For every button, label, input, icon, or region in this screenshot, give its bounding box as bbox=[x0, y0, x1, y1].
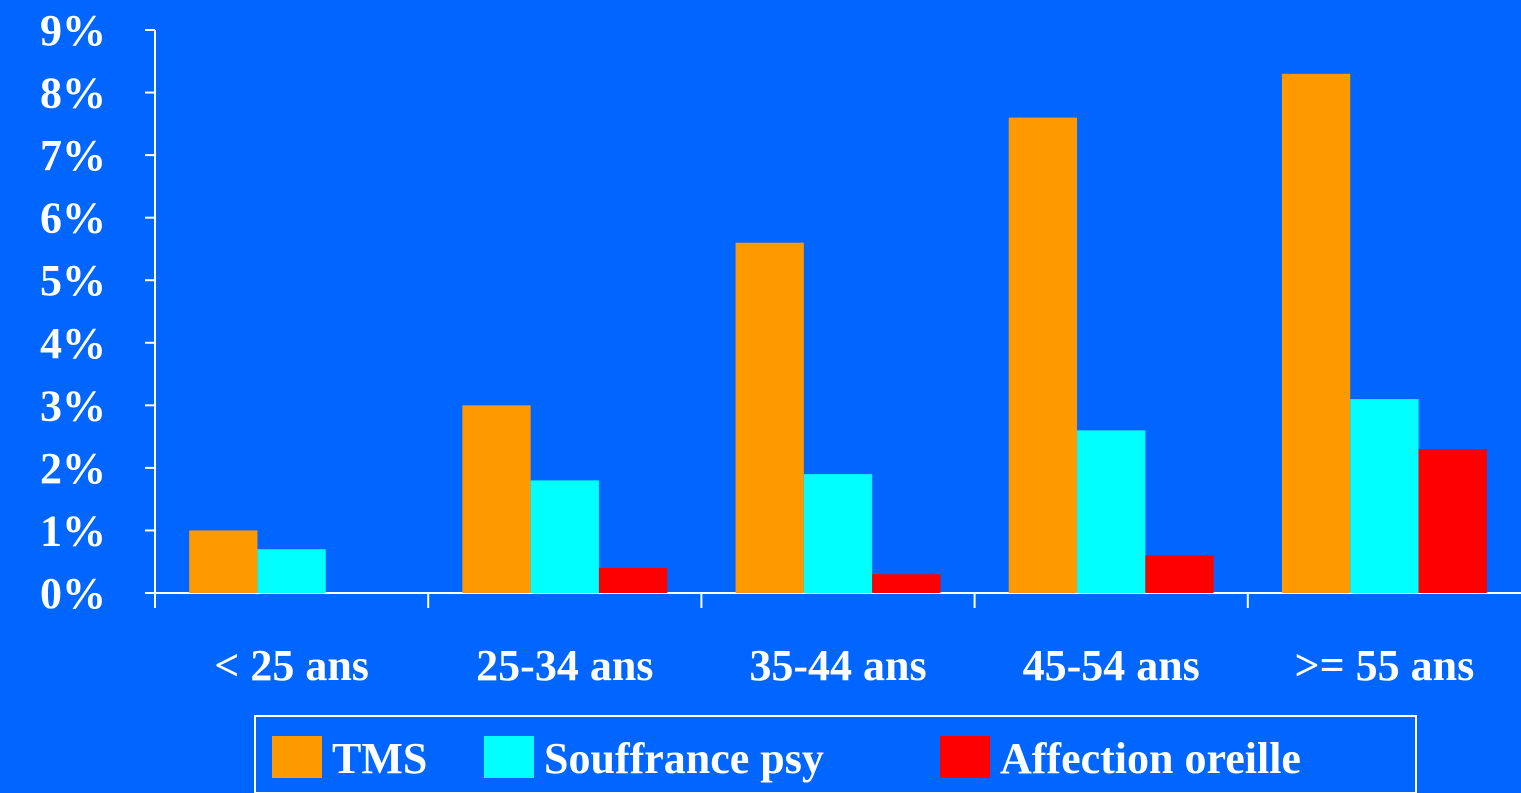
y-tick-label: 1% bbox=[40, 506, 106, 555]
bar-tms bbox=[462, 405, 531, 593]
y-tick-label: 4% bbox=[40, 319, 106, 368]
legend-label: Affection oreille bbox=[1000, 734, 1301, 783]
y-tick-label: 0% bbox=[40, 569, 106, 618]
x-tick-label: >= 55 ans bbox=[1295, 641, 1475, 690]
x-tick-label: < 25 ans bbox=[214, 641, 369, 690]
y-axis: 0% 1% 2% 3% 4% 5% 6% 7% 8% 9% bbox=[40, 6, 156, 618]
y-tick-label: 9% bbox=[40, 6, 106, 55]
bar-tms bbox=[1281, 73, 1351, 594]
legend-swatch bbox=[272, 736, 322, 778]
bar-affection-oreille bbox=[872, 574, 941, 593]
bar-tms bbox=[189, 530, 258, 593]
bar-souffrance-psy bbox=[1350, 399, 1419, 593]
bar-affection-oreille bbox=[1145, 555, 1214, 593]
legend: TMS Souffrance psy Affection oreille bbox=[254, 715, 1417, 793]
y-tick-label: 5% bbox=[40, 256, 106, 305]
x-tick-label: 45-54 ans bbox=[1023, 641, 1200, 690]
legend-label: Souffrance psy bbox=[544, 734, 824, 783]
bar-souffrance-psy bbox=[530, 480, 599, 593]
bar-affection-oreille bbox=[1418, 449, 1487, 593]
x-tick-label: 25-34 ans bbox=[476, 641, 653, 690]
y-tick-label: 8% bbox=[40, 69, 106, 118]
bar-tms bbox=[1008, 117, 1078, 594]
x-tick-label: 35-44 ans bbox=[749, 641, 926, 690]
bar-souffrance-psy bbox=[257, 549, 326, 593]
bars bbox=[189, 73, 1487, 594]
y-tick-label: 3% bbox=[40, 381, 106, 430]
legend-swatch bbox=[484, 736, 534, 778]
bar-tms bbox=[735, 242, 804, 593]
legend-label: TMS bbox=[332, 734, 427, 783]
x-axis: < 25 ans 25-34 ans 35-44 ans 45-54 ans >= 55… bbox=[154, 592, 1521, 690]
bar-souffrance-psy bbox=[1077, 430, 1146, 593]
legend-items: TMS Souffrance psy Affection oreille bbox=[272, 734, 1301, 783]
x-labels: < 25 ans 25-34 ans 35-44 ans 45-54 ans >= 55… bbox=[214, 641, 1474, 690]
y-tick-label: 2% bbox=[40, 444, 106, 493]
x-ticks bbox=[154, 593, 1249, 608]
bar-souffrance-psy bbox=[803, 474, 873, 593]
y-ticks: 0% 1% 2% 3% 4% 5% 6% 7% 8% 9% bbox=[40, 6, 155, 618]
legend-swatch bbox=[940, 736, 990, 778]
y-tick-label: 6% bbox=[40, 194, 106, 243]
y-tick-label: 7% bbox=[40, 131, 106, 180]
bar-affection-oreille bbox=[598, 567, 668, 593]
legend-box bbox=[254, 715, 1417, 793]
